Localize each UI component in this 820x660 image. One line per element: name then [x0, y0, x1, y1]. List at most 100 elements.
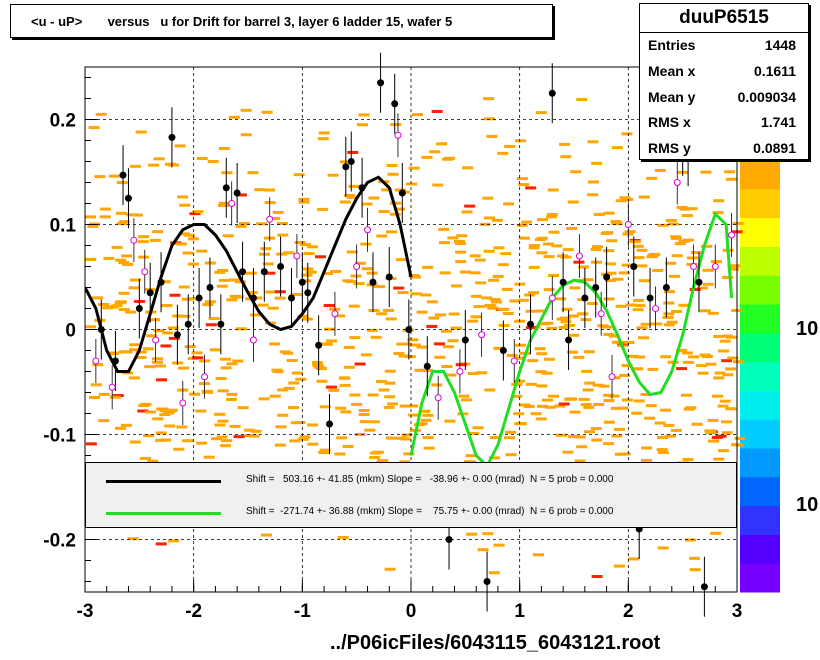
- hist-bin: [722, 373, 734, 377]
- hist-bin: [346, 250, 358, 254]
- y-tick-label: 0.2: [50, 111, 76, 132]
- stats-row-rms-x: RMS x 1.741: [640, 110, 808, 136]
- legend-line-green: [106, 512, 221, 515]
- hist-bin: [451, 284, 463, 288]
- hist-bin: [668, 222, 680, 226]
- hist-bin: [633, 355, 645, 359]
- hist-bin: [603, 420, 615, 424]
- hist-bin: [135, 350, 147, 354]
- hist-bin: [511, 394, 523, 398]
- hist-bin: [591, 161, 603, 165]
- hist-bin: [631, 411, 643, 415]
- hist-bin: [582, 278, 594, 282]
- hist-bin: [354, 362, 366, 366]
- hist-bin: [460, 398, 472, 402]
- hist-bin: [683, 407, 695, 411]
- hist-bin: [696, 286, 708, 290]
- hist-bin: [346, 195, 358, 199]
- hist-bin: [615, 304, 627, 308]
- hist-bin: [267, 306, 279, 310]
- hist-bin: [722, 275, 734, 279]
- hist-bin: [473, 305, 485, 309]
- hist-bin: [513, 412, 525, 416]
- hist-bin: [587, 193, 599, 197]
- hist-bin: [657, 450, 669, 454]
- hist-bin: [470, 315, 482, 319]
- hist-bin: [434, 355, 446, 359]
- hist-bin: [288, 381, 300, 385]
- hist-bin: [577, 312, 589, 316]
- hist-bin: [144, 365, 156, 369]
- hist-bin: [509, 299, 521, 303]
- hist-bin: [467, 372, 479, 376]
- hist-bin: [152, 417, 164, 421]
- hist-bin: [591, 438, 603, 442]
- hist-bin: [313, 365, 325, 369]
- hist-bin: [689, 568, 701, 572]
- hist-bin: [441, 364, 453, 368]
- data-point: [592, 284, 600, 291]
- hist-bin: [423, 446, 435, 450]
- hist-bin: [493, 246, 505, 250]
- hist-bin: [314, 255, 326, 259]
- hist-bin: [401, 433, 413, 437]
- x-tick-label: -1: [294, 601, 311, 622]
- palette-label: 10: [796, 494, 819, 516]
- hist-bin: [283, 251, 295, 255]
- hist-bin: [344, 193, 356, 197]
- hist-bin: [458, 394, 470, 398]
- hist-bin: [383, 308, 395, 312]
- hist-bin: [474, 258, 486, 262]
- hist-bin: [568, 434, 580, 438]
- hist-bin: [497, 151, 509, 155]
- hist-bin: [291, 371, 303, 375]
- data-point: [97, 326, 105, 333]
- hist-bin: [235, 193, 247, 197]
- hist-bin: [218, 201, 230, 205]
- hist-bin: [519, 403, 531, 407]
- data-point: [222, 184, 230, 192]
- hist-bin: [318, 131, 330, 135]
- hist-bin: [582, 388, 594, 392]
- hist-bin: [300, 279, 312, 283]
- hist-bin: [109, 174, 121, 178]
- hist-bin: [307, 423, 319, 427]
- hist-bin: [517, 298, 529, 302]
- hist-bin: [422, 436, 434, 440]
- hist-bin: [353, 282, 365, 286]
- hist-bin: [591, 245, 603, 249]
- hist-bin: [238, 222, 250, 226]
- hist-bin: [214, 423, 226, 427]
- hist-bin: [312, 363, 324, 367]
- hist-bin: [404, 355, 416, 359]
- hist-bin: [351, 402, 363, 406]
- hist-bin: [567, 200, 579, 204]
- hist-bin: [319, 405, 331, 409]
- hist-bin: [525, 382, 537, 386]
- hist-bin: [543, 357, 555, 361]
- hist-bin: [557, 254, 569, 258]
- hist-bin: [654, 168, 666, 172]
- hist-bin: [606, 239, 618, 243]
- hist-bin: [129, 164, 141, 168]
- hist-bin: [264, 201, 276, 205]
- hist-bin: [339, 376, 351, 380]
- hist-bin: [226, 392, 238, 396]
- data-point: [423, 362, 431, 370]
- stats-row-entries: Entries 1448: [640, 33, 808, 59]
- hist-bin: [120, 423, 132, 427]
- hist-bin: [502, 312, 514, 316]
- hist-bin: [366, 328, 378, 332]
- hist-bin: [537, 404, 549, 408]
- hist-bin: [406, 182, 418, 186]
- hist-bin: [707, 439, 719, 443]
- hist-bin: [218, 146, 230, 150]
- hist-bin: [566, 397, 578, 401]
- hist-bin: [422, 413, 434, 417]
- hist-bin: [611, 340, 623, 344]
- hist-bin: [707, 311, 719, 315]
- hist-bin: [321, 272, 333, 276]
- hist-bin: [537, 218, 549, 222]
- hist-bin: [651, 322, 663, 326]
